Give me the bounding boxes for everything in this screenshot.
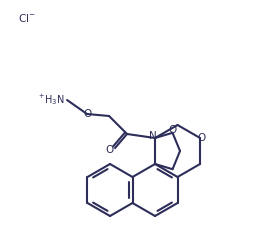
Text: $^{+}$H$_3$N: $^{+}$H$_3$N xyxy=(38,93,65,108)
Text: N: N xyxy=(149,131,157,141)
Text: O: O xyxy=(197,133,205,143)
Text: O: O xyxy=(83,109,91,119)
Text: Cl$^{-}$: Cl$^{-}$ xyxy=(18,12,36,24)
Text: O: O xyxy=(168,125,177,135)
Text: O: O xyxy=(105,145,113,155)
